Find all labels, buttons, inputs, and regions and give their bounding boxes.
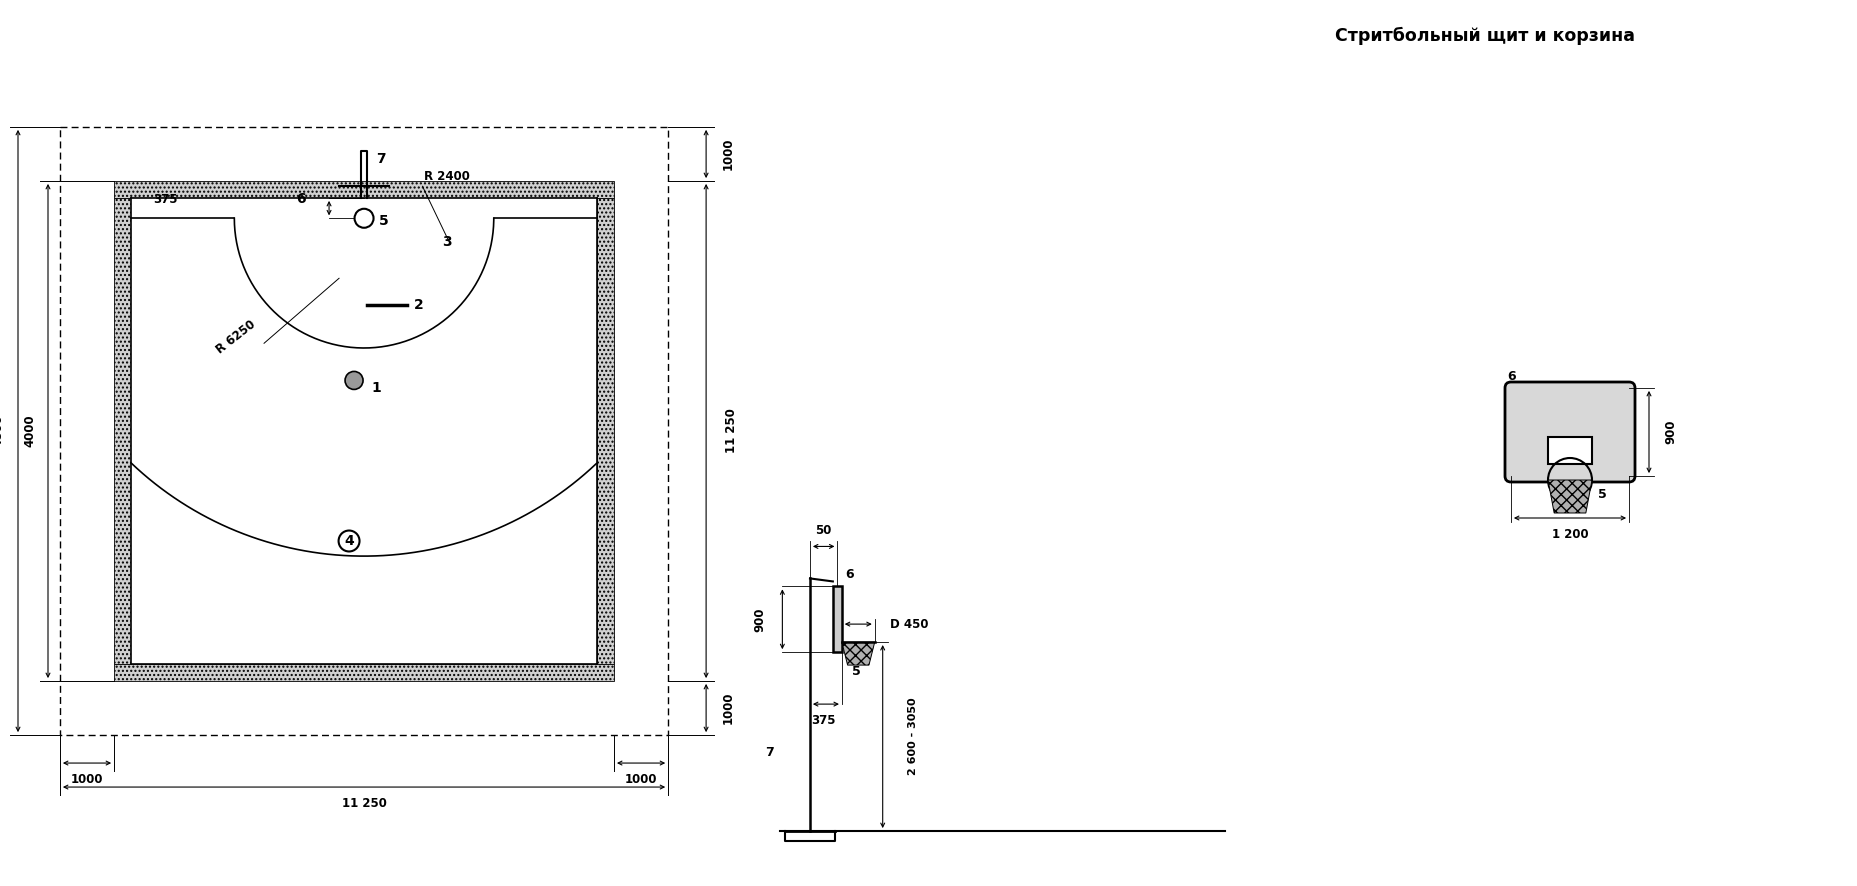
Text: 7: 7 [375,152,386,166]
Text: 5: 5 [379,214,388,229]
Text: 3: 3 [442,236,451,249]
FancyBboxPatch shape [1504,382,1634,482]
Bar [1547,437,1591,464]
Text: 4800: 4800 [0,415,4,447]
Text: 5: 5 [852,665,860,678]
Polygon shape [113,664,613,681]
Text: 6: 6 [1506,370,1515,383]
Text: 1000: 1000 [624,773,657,786]
Text: 2 600 - 3050: 2 600 - 3050 [908,698,917,775]
Text: 4000: 4000 [24,415,37,447]
Polygon shape [1547,480,1591,513]
Circle shape [345,371,362,390]
Text: 6: 6 [297,192,306,206]
Text: 4: 4 [344,534,353,548]
Text: 11 250: 11 250 [724,408,737,454]
Polygon shape [596,198,613,664]
Bar [832,587,841,652]
Text: 1000: 1000 [721,137,734,170]
Text: 11 250: 11 250 [342,797,386,810]
Text: 900: 900 [754,607,767,632]
Text: Стритбольный щит и корзина: Стритбольный щит и корзина [1335,27,1634,45]
Text: 6: 6 [845,569,854,581]
Polygon shape [132,198,596,664]
Text: 1000: 1000 [721,692,734,724]
Text: 7: 7 [765,746,773,759]
Text: 375: 375 [812,713,836,727]
Text: R 6250: R 6250 [214,318,258,356]
Text: 2: 2 [414,298,423,312]
Polygon shape [113,181,613,198]
Text: 1: 1 [371,382,381,395]
Text: R 2400: R 2400 [423,170,470,183]
Text: 375: 375 [152,193,178,206]
Text: 1000: 1000 [71,773,104,786]
Polygon shape [113,198,132,664]
Text: 1 200: 1 200 [1551,527,1588,540]
Polygon shape [841,642,875,665]
Text: 900: 900 [1664,420,1677,444]
Text: D 450: D 450 [890,618,928,631]
Text: 5: 5 [1597,487,1606,501]
Text: 50: 50 [815,524,832,537]
